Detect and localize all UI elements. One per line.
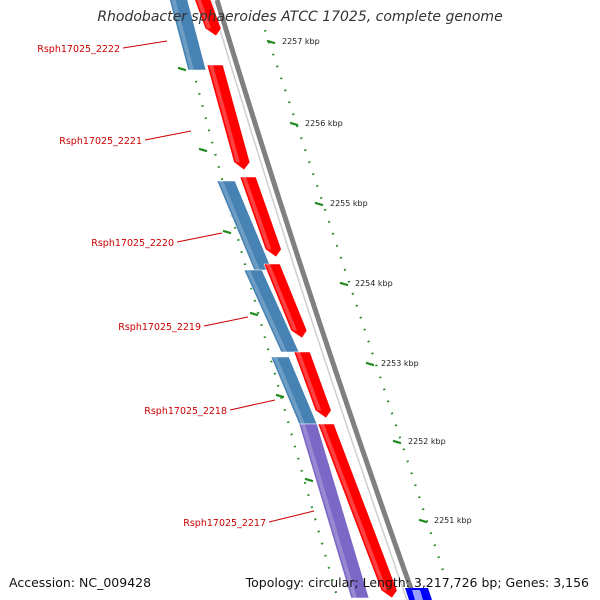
scale-label-3: 2255 kbp	[330, 199, 368, 208]
inner-major-tick-3	[222, 229, 232, 235]
gene-label-leader-1	[122, 40, 168, 49]
backbone-layer	[210, 0, 418, 600]
inner-major-tick-2	[198, 147, 208, 153]
inner-major-tick-5	[275, 393, 285, 399]
outer-major-tick-5	[365, 361, 375, 367]
map-title: Rhodobacter sphaeroides ATCC 17025, comp…	[97, 9, 503, 25]
outer-major-tick-4	[339, 281, 349, 287]
forward-gene-highlight-3	[242, 177, 272, 250]
inner-major-tick-6	[304, 477, 314, 483]
accession-text: Accession: NC_009428	[9, 575, 152, 590]
inner-major-tick-4	[249, 311, 259, 317]
reverse-gene-highlight-4	[273, 357, 305, 424]
outer-major-tick-7	[418, 518, 428, 524]
gene-label-5: Rsph17025_2218	[144, 406, 227, 417]
extra-feature-1-highlight	[412, 590, 423, 600]
scale-label-4: 2254 kbp	[355, 279, 393, 288]
gene-label-2: Rsph17025_2221	[59, 136, 142, 147]
gene-label-leader-6	[268, 510, 315, 523]
gene-label-1: Rsph17025_2222	[37, 44, 120, 55]
outer-major-tick-2	[289, 121, 299, 127]
ticks-layer	[177, 19, 448, 600]
reverse-gene-highlight-5	[301, 424, 357, 598]
extra-features	[405, 588, 432, 600]
outer-major-tick-6	[392, 439, 402, 445]
reverse-gene-5	[298, 423, 370, 599]
gene-label-leader-4	[203, 316, 249, 327]
scale-label-5: 2253 kbp	[381, 359, 419, 368]
reverse-gene-highlight-1	[171, 0, 194, 70]
forward-gene-highlight-6	[320, 424, 388, 591]
scale-label-1: 2257 kbp	[282, 37, 320, 46]
gene-label-3: Rsph17025_2220	[91, 238, 174, 249]
reverse-gene-highlight-2	[219, 181, 260, 270]
forward-gene-4	[263, 263, 308, 339]
gene-labels: Rsph17025_2222 Rsph17025_2221 Rsph17025_22…	[37, 40, 315, 529]
gene-label-leader-3	[176, 232, 223, 243]
forward-strand-genes	[194, 0, 398, 599]
scale-label-7: 2251 kbp	[434, 516, 472, 525]
gene-label-leader-5	[229, 399, 276, 411]
outer-major-tick-1	[266, 39, 276, 45]
forward-gene-5	[293, 351, 332, 419]
inner-major-tick-1	[177, 66, 187, 72]
reverse-gene-highlight-3	[246, 270, 287, 352]
forward-gene-3	[239, 176, 282, 258]
forward-gene-highlight-2	[209, 65, 240, 163]
scale-label-6: 2252 kbp	[408, 437, 446, 446]
forward-gene-6	[317, 423, 398, 599]
scale-labels: 2257 kbp 2256 kbp 2255 kbp 2254 kbp 2253 kbp…	[282, 37, 472, 525]
gene-label-4: Rsph17025_2219	[118, 322, 201, 333]
genome-summary: Topology: circular; Length: 3,217,726 bp…	[245, 575, 589, 590]
gene-label-6: Rsph17025_2217	[183, 518, 266, 529]
scale-label-2: 2256 kbp	[305, 119, 343, 128]
reverse-gene-1	[169, 0, 207, 71]
reverse-strand-genes	[169, 0, 370, 599]
forward-gene-1	[194, 0, 222, 37]
backbone-inner	[210, 0, 408, 600]
gene-label-leader-2	[144, 130, 192, 141]
backbone-outer	[214, 0, 418, 600]
forward-gene-highlight-4	[266, 264, 297, 331]
outer-major-tick-3	[314, 201, 324, 207]
forward-gene-2	[206, 64, 251, 171]
forward-gene-highlight-5	[296, 352, 322, 411]
forward-gene-highlight-1	[196, 0, 212, 29]
